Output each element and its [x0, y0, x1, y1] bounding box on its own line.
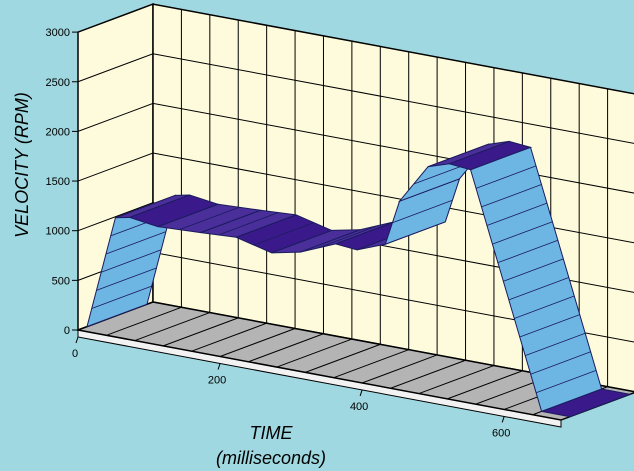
floor-gridline: [305, 343, 381, 373]
ribbon-crossline: [481, 184, 542, 208]
x-tick-mark: [359, 389, 363, 397]
ribbon-crossline: [317, 225, 378, 249]
y-tick-label: 0: [64, 325, 70, 337]
x-axis-subtitle: (milliseconds): [216, 448, 326, 468]
floor-gridline: [276, 338, 353, 368]
floor-gridline: [361, 354, 438, 384]
ribbon-segment: [469, 146, 603, 413]
floor-gridline: [390, 359, 466, 389]
ribbon-crossline: [492, 221, 553, 245]
y-tick-label: 1500: [46, 176, 70, 188]
horizontal-gridline: [77, 152, 634, 244]
x-axis-title: TIME: [250, 423, 294, 443]
ribbon-crossline: [525, 332, 586, 356]
floor-gridline: [447, 370, 523, 400]
floor-gridline: [163, 317, 239, 347]
floor-gridline: [191, 322, 267, 352]
horizontal-gridline: [77, 202, 634, 293]
y-tick-label: 3000: [46, 27, 70, 39]
floor-gridline: [333, 349, 409, 379]
x-tick-label: 600: [492, 427, 510, 439]
ribbon-crossline: [514, 295, 575, 319]
ribbon-crossline: [503, 258, 564, 282]
ribbon-crossline: [486, 202, 548, 226]
floor-gridline: [418, 365, 495, 395]
x-tick-mark: [75, 336, 79, 344]
ribbon-crossline: [91, 285, 152, 309]
ribbon-crossline: [218, 212, 279, 236]
ribbon-crossline: [105, 231, 167, 255]
data-ribbon: [86, 140, 632, 418]
x-axis-ticks: 0 200 400 600: [72, 336, 510, 439]
floor-gridline: [248, 333, 324, 363]
y-axis-ticks: 0 500 1000 1500 2000 2500 3000: [46, 27, 78, 337]
ribbon-crossline: [530, 351, 591, 375]
y-axis-title: VELOCITY (RPM): [12, 92, 32, 238]
y-tick-label: 2000: [46, 126, 70, 138]
y-tick-label: 500: [52, 275, 70, 287]
ribbon-crossline: [508, 277, 569, 301]
x-tick-label: 400: [350, 401, 368, 413]
ribbon-crossline: [535, 370, 597, 394]
ribbon-crossline: [475, 165, 537, 189]
y-tick-label: 2500: [46, 77, 70, 89]
ribbon-crossline: [392, 199, 453, 224]
floor-gridline: [106, 306, 182, 336]
ribbon-crossline: [253, 222, 315, 246]
x-tick-label: 200: [208, 374, 226, 386]
y-tick-label: 1000: [46, 226, 70, 238]
ribbon-crossline: [179, 206, 240, 231]
x-tick-mark: [217, 363, 221, 370]
ribbon-crossline: [96, 267, 157, 291]
floor-gridline: [219, 328, 296, 357]
horizontal-gridline: [77, 53, 634, 144]
ribbon-crossline: [101, 249, 162, 273]
x-tick-mark: [501, 416, 505, 423]
floor-gridline: [134, 312, 210, 342]
ribbon-crossline: [519, 314, 580, 338]
x-tick-label: 0: [72, 348, 78, 360]
ribbon-crossline: [497, 239, 559, 264]
